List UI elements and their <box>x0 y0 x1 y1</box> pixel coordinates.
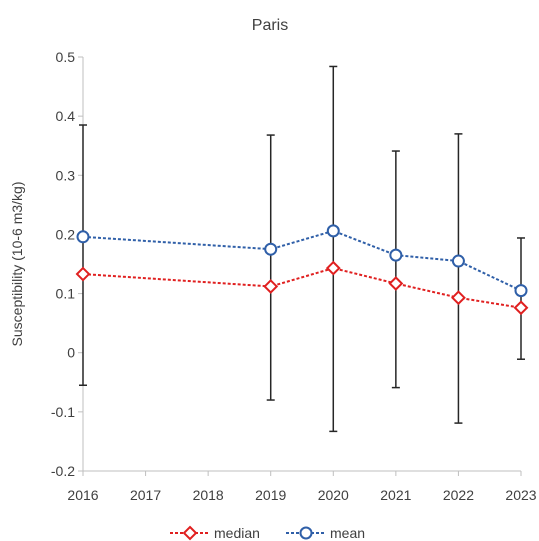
y-tick-label: 0 <box>67 345 75 361</box>
mean-line <box>82 229 522 292</box>
legend-label: mean <box>330 525 365 541</box>
mean-point <box>264 242 278 256</box>
error-bar <box>454 133 463 424</box>
median-point <box>263 279 279 294</box>
median-line <box>82 267 522 309</box>
chart-title: Paris <box>252 17 288 34</box>
x-tick-label: 2022 <box>443 487 474 503</box>
x-axis-ticks: 2016 2017 2018 2019 2020 2021 2022 2023 <box>67 471 537 503</box>
y-axis-label: Susceptibility (10-6 m3/kg) <box>9 182 25 347</box>
legend-label: median <box>214 525 260 541</box>
series-median <box>75 260 529 316</box>
median-point <box>388 276 404 291</box>
series-mean <box>76 224 528 298</box>
error-bars <box>79 65 525 433</box>
y-tick-label: -0.2 <box>51 463 75 479</box>
x-tick-label: 2021 <box>380 487 411 503</box>
error-bar <box>79 124 87 386</box>
y-tick-label: -0.1 <box>51 404 75 420</box>
error-bar <box>329 65 338 433</box>
mean-point <box>389 248 403 262</box>
x-tick-label: 2023 <box>505 487 536 503</box>
legend-marker <box>299 526 313 540</box>
error-bar <box>517 237 525 360</box>
legend-item-mean: mean <box>286 525 365 541</box>
error-bar <box>266 134 275 401</box>
x-tick-label: 2018 <box>193 487 224 503</box>
mean-point <box>76 230 90 244</box>
mean-point <box>514 284 528 298</box>
y-tick-label: 0.5 <box>56 49 76 65</box>
legend-item-median: median <box>170 525 260 541</box>
mean-point <box>451 254 465 268</box>
y-tick-label: 0.3 <box>56 167 76 183</box>
y-tick-label: 0.2 <box>56 226 76 242</box>
y-axis-ticks: -0.2 -0.1 0 0.1 0.2 0.3 0.4 0.5 <box>51 49 83 479</box>
median-point <box>513 300 529 316</box>
error-bar <box>391 150 400 389</box>
y-tick-label: 0.4 <box>56 108 76 124</box>
y-tick-label: 0.1 <box>56 286 76 302</box>
series <box>75 224 529 316</box>
median-point <box>325 260 341 276</box>
median-point <box>451 290 466 306</box>
x-tick-label: 2016 <box>67 487 98 503</box>
legend: median mean <box>170 525 365 541</box>
x-tick-label: 2017 <box>130 487 161 503</box>
mean-point <box>326 224 340 238</box>
legend-marker <box>182 525 198 541</box>
x-tick-label: 2019 <box>255 487 286 503</box>
median-point <box>75 266 91 282</box>
x-tick-label: 2020 <box>318 487 349 503</box>
